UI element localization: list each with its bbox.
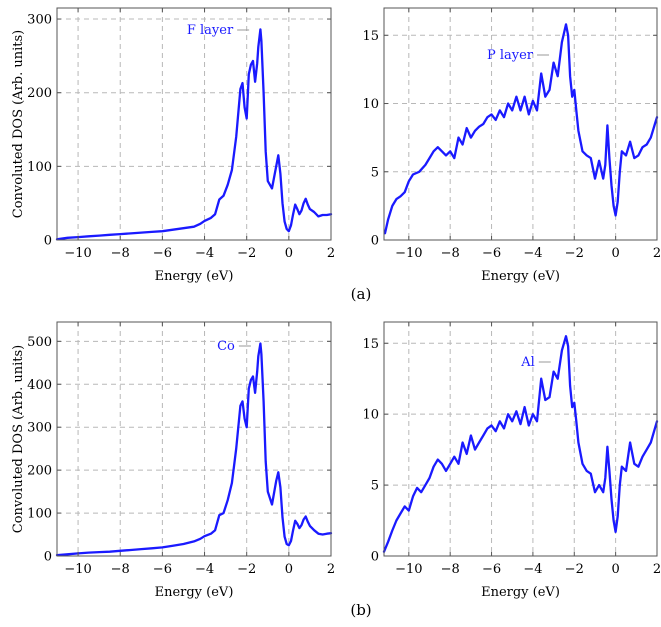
x-axis-title: Energy (eV)	[481, 585, 560, 600]
y-tick-label: 100	[27, 160, 52, 175]
chart-b-left: −10 −8 −6 −4 −2 0 2 0 100 200 300 400 500 Energy (eV)…	[11, 321, 335, 600]
series-line	[382, 335, 659, 553]
legend-label: Al	[520, 355, 535, 370]
y-tick-label: 15	[362, 337, 379, 352]
x-tick-label: −2	[237, 246, 256, 261]
plot-frame	[56, 321, 332, 557]
x-tick-label: −4	[195, 246, 214, 261]
y-tick-label: 0	[371, 234, 379, 249]
x-tick-label: −6	[153, 246, 172, 261]
y-tick-label: 0	[44, 234, 52, 249]
legend-label: F layer	[187, 23, 234, 38]
x-tick-label: −10	[395, 562, 422, 577]
y-tick-label: 0	[371, 550, 379, 565]
legend-label: P layer	[487, 48, 534, 63]
x-tick-label: −2	[565, 246, 584, 261]
x-axis-title: Energy (eV)	[155, 585, 234, 600]
plot-frame	[383, 321, 658, 557]
x-tick-label: −10	[64, 562, 91, 577]
chart-a-left: −10 −8 −6 −4 −2 0 2 0 100 200 300 Energy (eV) Convol…	[11, 7, 335, 284]
x-tick-label: −8	[441, 246, 460, 261]
x-tick-label: −8	[441, 562, 460, 577]
x-tick-label: −4	[195, 562, 214, 577]
y-tick-label: 300	[27, 13, 52, 28]
y-tick-label: 10	[362, 408, 379, 423]
y-tick-label: 200	[27, 86, 52, 101]
y-tick-label: 300	[27, 421, 52, 436]
series-line	[55, 342, 333, 557]
y-tick-label: 400	[27, 378, 52, 393]
y-tick-label: 5	[371, 165, 379, 180]
x-axis-title: Energy (eV)	[155, 269, 234, 284]
panel-label-a: (a)	[351, 285, 372, 303]
x-tick-label: 0	[285, 246, 293, 261]
plot-frame	[56, 7, 332, 241]
y-tick-label: 100	[27, 507, 52, 522]
x-axis-title: Energy (eV)	[481, 269, 560, 284]
x-tick-label: 0	[611, 246, 619, 261]
x-tick-label: −2	[237, 562, 256, 577]
x-tick-label: 0	[285, 562, 293, 577]
x-tick-label: 2	[653, 246, 661, 261]
chart-a-right: −10 −8 −6 −4 −2 0 2 0 5 10 15 Energy (eV) P layer	[362, 7, 661, 284]
x-tick-label: −10	[64, 246, 91, 261]
x-tick-label: −10	[395, 246, 422, 261]
x-tick-label: 2	[653, 562, 661, 577]
series-line	[55, 28, 333, 241]
x-tick-label: −6	[482, 562, 501, 577]
x-tick-label: 0	[611, 562, 619, 577]
x-tick-label: −2	[565, 562, 584, 577]
y-tick-label: 15	[362, 29, 379, 44]
x-tick-label: 2	[327, 246, 335, 261]
plot-frame	[383, 7, 658, 241]
panel-label-b: (b)	[350, 601, 371, 619]
y-tick-label: 5	[371, 479, 379, 494]
y-axis-title: Convoluted DOS (Arb. units)	[11, 345, 26, 533]
x-tick-label: −8	[111, 562, 130, 577]
x-tick-label: −6	[482, 246, 501, 261]
x-tick-label: 2	[327, 562, 335, 577]
legend-label: Co	[217, 339, 235, 354]
series-line	[383, 23, 659, 235]
y-tick-label: 0	[44, 550, 52, 565]
y-tick-label: 200	[27, 464, 52, 479]
y-axis-title: Convoluted DOS (Arb. units)	[11, 30, 26, 218]
x-tick-label: −6	[153, 562, 172, 577]
x-tick-label: −8	[111, 246, 130, 261]
x-tick-label: −4	[523, 246, 542, 261]
x-tick-label: −4	[523, 562, 542, 577]
y-tick-label: 10	[362, 97, 379, 112]
y-tick-label: 500	[27, 335, 52, 350]
chart-b-right: −10 −8 −6 −4 −2 0 2 0 5 10 15 Energy (eV) Al	[362, 321, 661, 600]
